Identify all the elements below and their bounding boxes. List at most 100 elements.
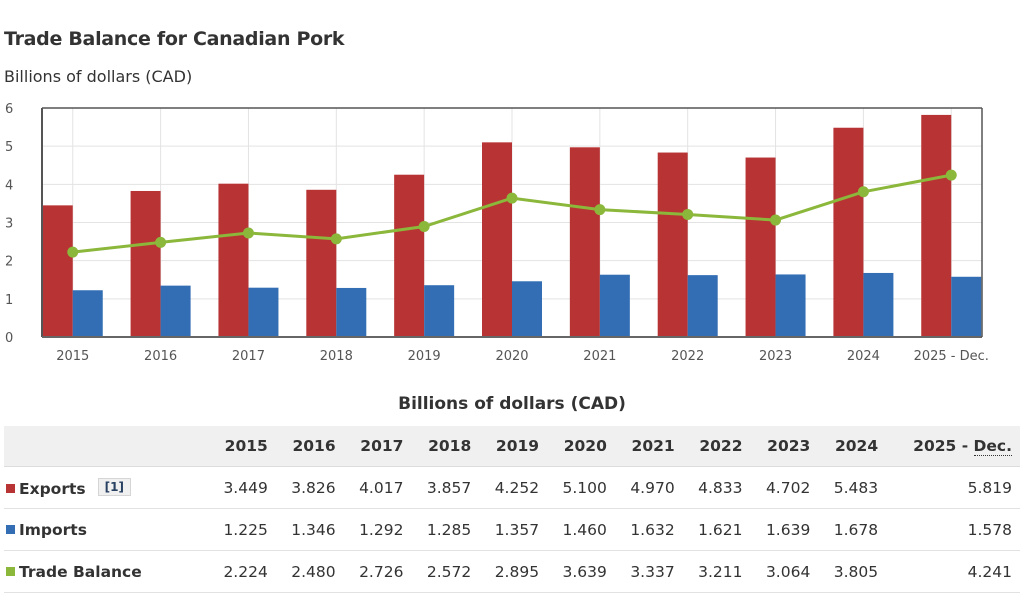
header-year: 2024 <box>816 426 885 467</box>
table-cell: 3.211 <box>680 550 749 593</box>
trade-balance-point <box>857 186 869 198</box>
y-tick-label: 0 <box>5 331 13 346</box>
table-caption: Billions of dollars (CAD) <box>398 394 626 414</box>
y-tick-label: 3 <box>5 217 13 232</box>
x-tick-label: 2015 <box>56 349 89 364</box>
table-cell: 3.805 <box>816 550 885 593</box>
imports-bar <box>687 275 718 337</box>
table-cell: 3.337 <box>612 550 681 593</box>
table-cell: 4.970 <box>612 466 681 509</box>
exports-bar <box>394 174 425 337</box>
header-year: 2017 <box>341 426 410 467</box>
imports-bar <box>336 287 367 337</box>
trade-balance-line <box>67 169 957 258</box>
imports-bar <box>248 287 279 337</box>
table-cell: 3.857 <box>409 466 478 509</box>
table-row: Imports 1.225 1.346 1.292 1.285 1.357 1.460 1.6… <box>4 508 1020 551</box>
trade-balance-point <box>506 192 518 204</box>
table-cell: 1.346 <box>273 508 342 551</box>
trade-balance-point <box>770 214 782 226</box>
table-cell: 5.819 <box>884 466 1020 509</box>
trade-balance-point <box>330 233 342 245</box>
table-cell: 2.572 <box>409 550 478 593</box>
table-cell: 1.292 <box>341 508 410 551</box>
x-tick-label: 2022 <box>671 349 704 364</box>
table-cell: 4.833 <box>680 466 749 509</box>
row-label: Exports <box>19 479 86 498</box>
y-tick-label: 5 <box>5 140 13 155</box>
imports-bar <box>951 276 982 337</box>
x-tick-label: 2025 - Dec. <box>914 349 989 364</box>
table-cell: 4.241 <box>884 550 1020 593</box>
exports-bar <box>306 189 337 337</box>
table-cell: 1.639 <box>748 508 817 551</box>
imports-bar <box>863 272 894 337</box>
exports-bar <box>130 190 161 337</box>
trade-balance-point <box>945 169 957 181</box>
header-year: 2016 <box>273 426 342 467</box>
footnote-link[interactable]: [1] <box>97 477 131 496</box>
header-year: 2015 <box>206 426 274 467</box>
table-cell: 4.702 <box>748 466 817 509</box>
header-2025-prefix: 2025 - <box>913 437 974 455</box>
x-tick-label: 2023 <box>759 349 792 364</box>
header-year: 2022 <box>680 426 749 467</box>
header-blank <box>4 426 206 467</box>
imports-bar <box>599 274 630 337</box>
y-tick-label: 6 <box>5 102 13 117</box>
table-cell: 1.678 <box>816 508 885 551</box>
imports-bar <box>424 285 455 337</box>
december-abbreviation[interactable]: Dec. <box>973 437 1012 456</box>
trade-balance-point <box>682 208 694 220</box>
table-cell: 5.483 <box>816 466 885 509</box>
imports-bar <box>775 274 806 337</box>
row-header: Exports [1] <box>4 466 206 509</box>
y-axis-ticks: 0 1 2 3 4 5 6 <box>5 102 13 346</box>
table-cell: 2.726 <box>341 550 410 593</box>
table-cell: 1.632 <box>612 508 681 551</box>
trade-balance-point <box>594 204 606 216</box>
header-year: 2023 <box>748 426 817 467</box>
row-label: Trade Balance <box>19 562 142 581</box>
header-year: 2019 <box>477 426 546 467</box>
data-table: 2015 2016 2017 2018 2019 2020 2021 2022 … <box>4 426 1020 593</box>
exports-bar <box>218 183 249 337</box>
table-row: Trade Balance 2.224 2.480 2.726 2.572 2.895 3.… <box>4 550 1020 593</box>
table-cell: 3.639 <box>545 550 613 593</box>
x-tick-label: 2020 <box>495 349 528 364</box>
header-year: 2020 <box>545 426 613 467</box>
exports-bar <box>657 152 688 337</box>
table-cell: 1.225 <box>206 508 274 551</box>
header-year-2025: 2025 - Dec. <box>884 426 1020 467</box>
x-tick-label: 2024 <box>847 349 880 364</box>
table-row: Exports [1] 3.449 3.826 4.017 3.857 4.252 5.100… <box>4 466 1020 509</box>
y-tick-label: 4 <box>5 178 13 193</box>
exports-bar <box>745 157 776 337</box>
table-cell: 1.578 <box>884 508 1020 551</box>
x-tick-label: 2018 <box>320 349 353 364</box>
table-cell: 3.064 <box>748 550 817 593</box>
trade-balance-point <box>242 227 254 239</box>
chart-subtitle: Billions of dollars (CAD) <box>4 67 193 86</box>
trade-balance-chart: 0 1 2 3 4 5 6 2015 2016 2017 2018 2019 2020 2021 2022… <box>5 102 989 364</box>
exports-bar <box>833 127 864 337</box>
table-cell: 3.449 <box>206 466 274 509</box>
table-cell: 5.100 <box>545 466 613 509</box>
y-tick-label: 2 <box>5 255 13 270</box>
legend-swatch-icon <box>6 524 15 534</box>
table-cell: 1.285 <box>409 508 478 551</box>
table-header-row: 2015 2016 2017 2018 2019 2020 2021 2022 … <box>4 426 1020 467</box>
x-tick-label: 2019 <box>408 349 441 364</box>
imports-bar <box>160 285 191 337</box>
exports-bar <box>569 147 600 337</box>
x-tick-label: 2021 <box>583 349 616 364</box>
table-cell: 4.252 <box>477 466 546 509</box>
row-header: Trade Balance <box>4 550 206 593</box>
x-axis-ticks: 2015 2016 2017 2018 2019 2020 2021 2022 2023 2024… <box>56 349 989 364</box>
row-header: Imports <box>4 508 206 551</box>
trade-balance-point <box>418 221 430 233</box>
header-year: 2018 <box>409 426 478 467</box>
x-tick-label: 2017 <box>232 349 265 364</box>
exports-bar <box>482 142 512 337</box>
trade-balance-point <box>155 236 167 248</box>
